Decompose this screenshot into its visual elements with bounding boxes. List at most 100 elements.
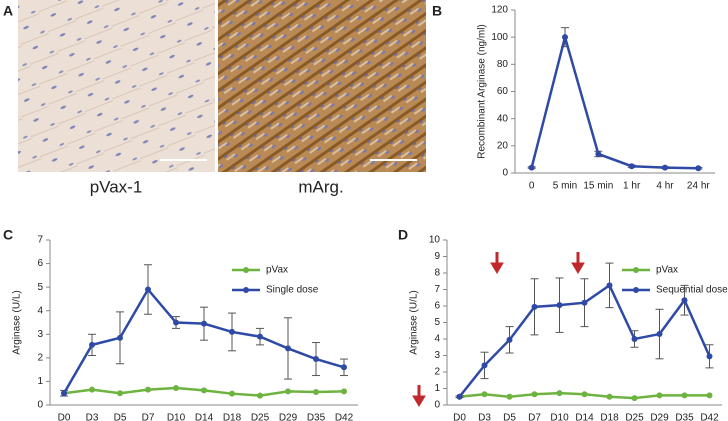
x-tick-label: D29 [279, 413, 298, 421]
x-tick-label: D29 [650, 413, 669, 421]
x-tick-label: D14 [575, 413, 594, 421]
arrow [571, 252, 585, 274]
point [531, 303, 538, 310]
point [556, 302, 563, 309]
x-tick-label: D10 [550, 413, 569, 421]
point [89, 341, 95, 348]
y-axis-label: Recombinant Arginase (ng/ml) [477, 24, 488, 159]
x-tick-label: D18 [600, 413, 619, 421]
point [556, 390, 563, 397]
x-tick-label: D5 [503, 413, 516, 421]
legend-label: Sequential doses [656, 285, 728, 296]
y-tick-label: 60 [497, 86, 509, 97]
x-tick-label: 5 min [553, 181, 577, 192]
point [631, 395, 638, 402]
legend-label: pVax [266, 265, 288, 276]
y-tick-label: 1 [37, 376, 43, 387]
y-tick-label: 6 [434, 301, 440, 312]
panel-a: A pVax-1 mArg. [3, 0, 426, 196]
y-tick-label: 8 [434, 268, 440, 279]
y-tick-label: 6 [37, 258, 43, 269]
point [531, 391, 538, 398]
x-tick-label: D35 [675, 413, 694, 421]
point [581, 299, 588, 306]
chart: B Recombinant Arginase (ng/ml) 0 20 40 60 80 10… [432, 3, 715, 192]
legend-marker [243, 287, 249, 293]
chart: C Arginase (U/L) 0 1 2 3 4 5 6 7 D0 D3 D5 D7 D10 D14 D18… [3, 227, 358, 421]
point [481, 391, 488, 398]
point [581, 391, 588, 398]
point [173, 319, 179, 326]
y-tick-label: 7 [434, 284, 440, 295]
x-tick-label: 24 hr [687, 181, 710, 192]
point [631, 336, 638, 342]
y-tick-label: 2 [37, 352, 43, 363]
x-tick-label: D18 [223, 413, 242, 421]
x-tick-label: D10 [167, 413, 186, 421]
point [173, 385, 179, 392]
point [313, 389, 319, 396]
x-tick-label: D35 [307, 413, 326, 421]
point [706, 353, 713, 360]
y-tick-label: 1 [434, 383, 440, 394]
point [285, 345, 291, 352]
y-tick-label: 20 [497, 140, 509, 151]
point [285, 388, 291, 395]
legend-label: Single dose [266, 285, 319, 296]
panel-label: D [398, 227, 408, 243]
y-tick-label: 3 [434, 350, 440, 361]
point [201, 320, 207, 327]
x-tick-label: D7 [142, 413, 155, 421]
legend-label: pVax [656, 265, 678, 276]
y-tick-label: 0 [502, 168, 508, 179]
point [341, 388, 347, 395]
point [257, 333, 263, 340]
legend-marker [633, 267, 639, 273]
arrow [412, 385, 426, 407]
arrows [412, 252, 585, 407]
point [562, 34, 568, 41]
micrograph [18, 0, 215, 172]
x-tick-label: D25 [625, 413, 644, 421]
point [506, 393, 513, 400]
point [117, 390, 123, 397]
point [628, 163, 635, 170]
y-tick-label: 80 [497, 59, 509, 70]
point [662, 164, 668, 171]
x-tick-label: D3 [478, 413, 491, 421]
x-tick-label: D42 [700, 413, 719, 421]
y-axis-label: Arginase (U/L) [409, 290, 420, 354]
micrograph [218, 0, 426, 172]
x-tick-label: 15 min [583, 181, 613, 192]
legend-marker [633, 287, 639, 293]
y-tick-label: 40 [497, 113, 509, 124]
legend-marker [243, 267, 249, 273]
arrow [490, 252, 504, 274]
y-tick-label: 2 [434, 367, 440, 378]
panel-label: B [432, 3, 442, 19]
point [229, 328, 235, 335]
point [229, 390, 235, 397]
y-tick-label: 4 [434, 334, 440, 345]
y-tick-label: 9 [434, 251, 440, 262]
x-tick-label: D3 [86, 413, 99, 421]
point [681, 297, 688, 304]
x-tick-label: D0 [58, 413, 71, 421]
point [89, 386, 95, 393]
point [257, 392, 263, 399]
chart: D Arginase (U/L) 0 1 2 3 4 5 6 7 8 9 10 D0 D3 D5 D7 D10 D1… [398, 227, 728, 421]
y-tick-label: 5 [37, 282, 43, 293]
panel-label: A [3, 3, 13, 19]
point [681, 392, 688, 399]
x-tick-label: 0 [529, 181, 535, 192]
point [606, 393, 613, 400]
caption: pVax-1 [90, 177, 143, 196]
point [456, 393, 463, 400]
caption: mArg. [298, 177, 343, 196]
y-tick-label: 0 [434, 400, 440, 411]
point [201, 387, 207, 394]
x-tick-label: D14 [195, 413, 214, 421]
point [145, 386, 151, 393]
y-tick-label: 120 [491, 5, 508, 16]
